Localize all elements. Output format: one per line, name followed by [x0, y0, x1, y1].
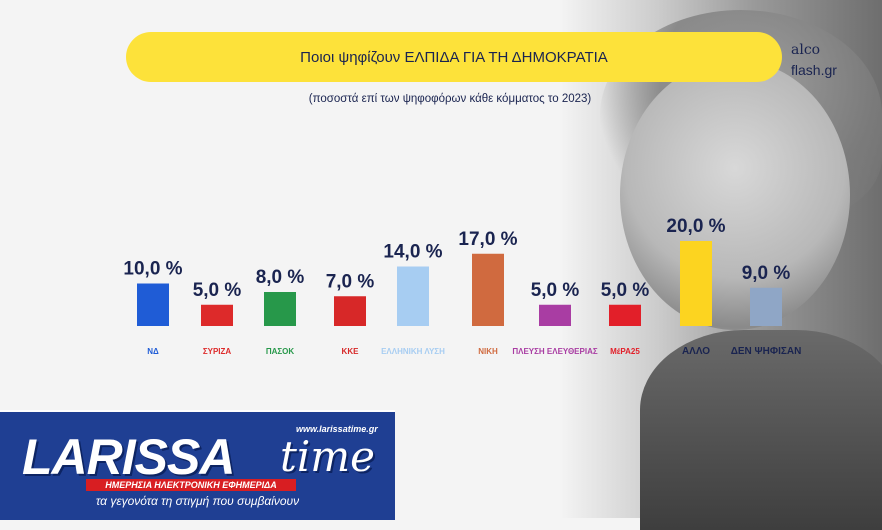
- value-label-5: 17,0 %: [458, 229, 517, 250]
- value-label-4: 14,0 %: [383, 242, 442, 263]
- bar-2: [264, 292, 296, 326]
- banner-logo-text: LARISSA: [22, 429, 235, 485]
- chart-subtitle: (ποσοστά επί των ψηφοφόρων κάθε κόμματος…: [308, 93, 592, 105]
- value-label-2: 8,0 %: [256, 267, 305, 288]
- value-label-7: 5,0 %: [601, 280, 650, 301]
- value-label-1: 5,0 %: [193, 280, 242, 301]
- value-label-8: 20,0 %: [666, 216, 725, 237]
- bar-1: [201, 304, 233, 326]
- category-label-7: ΜέΡΑ25: [610, 347, 640, 356]
- value-label-6: 5,0 %: [531, 280, 580, 301]
- category-label-6: ΠΛΕΥΣΗ ΕΛΕΥΘΕΡΙΑΣ: [512, 347, 598, 356]
- brand-line2: flash.gr: [791, 62, 837, 78]
- category-label-1: ΣΥΡΙΖΑ: [203, 347, 232, 356]
- category-label-4: ΕΛΛΗΝΙΚΗ ΛΥΣΗ: [381, 347, 445, 356]
- bar-3: [334, 296, 366, 326]
- brand-line1: alco: [791, 42, 821, 58]
- chart-title: Ποιοι ψηφίζουν ΕΛΠΙΔΑ ΓΙΑ ΤΗ ΔΗΜΟΚΡΑΤΙΑ: [300, 48, 608, 66]
- bar-8: [680, 241, 712, 326]
- banner-logo-time: time: [280, 432, 375, 481]
- value-label-9: 9,0 %: [742, 263, 791, 284]
- bar-0: [137, 283, 169, 326]
- category-label-9: ΔΕΝ ΨΗΦΙΣΑΝ: [731, 346, 802, 357]
- category-label-3: ΚΚΕ: [342, 347, 360, 356]
- larissatime-banner[interactable]: LARISSA time www.larissatime.gr ΗΜΕΡΗΣΙΑ…: [0, 410, 395, 520]
- value-label-3: 7,0 %: [326, 271, 375, 292]
- bar-5: [472, 253, 504, 326]
- category-label-0: ΝΔ: [147, 347, 159, 356]
- bar-9: [750, 287, 782, 326]
- category-label-2: ΠΑΣΟΚ: [266, 347, 295, 356]
- photo-face: [620, 60, 850, 330]
- bar-4: [397, 266, 429, 326]
- brand-logo: alco flash.gr: [791, 40, 837, 80]
- banner-red-tagline: ΗΜΕΡΗΣΙΑ ΗΛΕΚΤΡΟΝΙΚΗ ΕΦΗΜΕΡΙΔΑ: [86, 479, 296, 491]
- banner-tagline: τα γεγονότα τη στιγμή που συμβαίνουν: [95, 494, 300, 508]
- bar-chart: 10,0 % ΝΔ 5,0 % ΣΥΡΙΖΑ 8,0 % ΠΑΣΟΚ 7,0 % ΚΚΕ 14,…: [123, 216, 802, 357]
- bar-6: [539, 304, 571, 326]
- category-label-5: ΝΙΚΗ: [478, 347, 498, 356]
- bar-7: [609, 304, 641, 326]
- title-banner: Ποιοι ψηφίζουν ΕΛΠΙΔΑ ΓΙΑ ΤΗ ΔΗΜΟΚΡΑΤΙΑ: [126, 32, 782, 82]
- banner-url: www.larissatime.gr: [296, 424, 378, 434]
- photo-body: [640, 330, 882, 530]
- value-label-0: 10,0 %: [123, 259, 182, 280]
- category-label-8: ΑΛΛΟ: [682, 346, 710, 357]
